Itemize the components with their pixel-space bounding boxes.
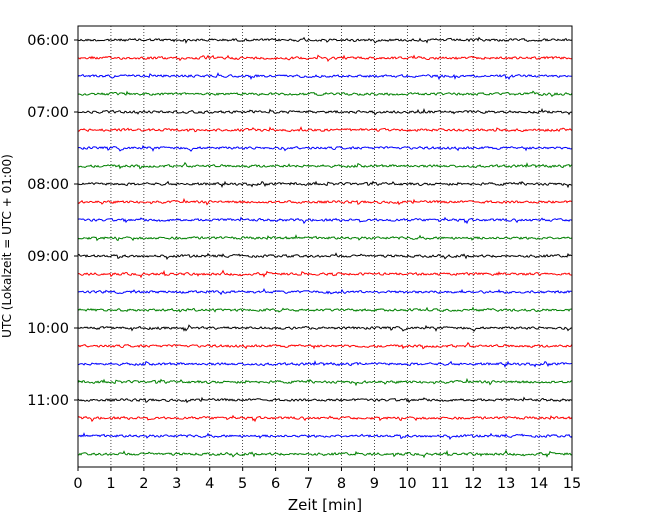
trace-line	[77, 216, 573, 225]
x-tick-label: 13	[497, 476, 515, 492]
trace-line	[77, 288, 573, 296]
trace-line	[77, 396, 573, 404]
x-tick-label: 4	[205, 476, 214, 492]
x-axis-title: Zeit [min]	[288, 496, 362, 514]
trace-line	[77, 306, 573, 313]
y-tick-label: 08:00	[27, 177, 69, 193]
x-tick-label: 8	[337, 476, 346, 492]
x-tick-label: 0	[73, 476, 82, 492]
y-tick-label: 07:00	[27, 105, 69, 121]
trace-line	[77, 197, 573, 206]
trace-line	[77, 324, 573, 332]
trace-line	[77, 269, 573, 279]
traces	[77, 36, 573, 459]
trace-line	[77, 414, 573, 423]
trace-line	[77, 72, 573, 81]
y-tick-label: 10:00	[27, 321, 69, 337]
trace-line	[77, 107, 573, 116]
x-tick-label: 2	[139, 476, 148, 492]
y-tick-label: 06:00	[27, 33, 69, 49]
trace-line	[77, 377, 573, 387]
x-tick-label: 6	[271, 476, 280, 492]
trace-line	[77, 161, 573, 170]
x-tick-label: 14	[530, 476, 548, 492]
trace-line	[77, 449, 573, 459]
x-tick-label: 10	[398, 476, 416, 492]
trace-line	[77, 36, 573, 44]
x-tick-label: 5	[238, 476, 247, 492]
trace-line	[77, 90, 573, 98]
y-axis: 06:00 07:00 08:00 09:00 10:00 11:00	[27, 33, 78, 409]
trace-line	[77, 144, 573, 152]
x-tick-label: 9	[370, 476, 379, 492]
trace-line	[77, 252, 573, 261]
y-tick-label: 09:00	[27, 249, 69, 265]
x-tick-label: 1	[106, 476, 115, 492]
y-tick-label: 11:00	[27, 393, 69, 409]
x-axis: 0 1 2 3 4 5 6 7 8 9 10 11 12 13 14 15	[73, 467, 581, 492]
trace-line	[77, 360, 573, 368]
trace-line	[77, 432, 573, 441]
x-tick-label: 11	[431, 476, 449, 492]
trace-line	[77, 180, 573, 189]
plot-frame	[77, 25, 573, 468]
trace-line	[77, 54, 573, 62]
x-tick-label: 12	[464, 476, 482, 492]
x-tick-label: 7	[304, 476, 313, 492]
trace-line	[77, 341, 573, 350]
y-axis-title: UTC (Lokalzeit = UTC + 01:00)	[0, 154, 14, 338]
trace-line	[77, 126, 573, 133]
x-tick-label: 3	[172, 476, 181, 492]
x-tick-label: 15	[563, 476, 581, 492]
trace-line	[77, 234, 573, 242]
